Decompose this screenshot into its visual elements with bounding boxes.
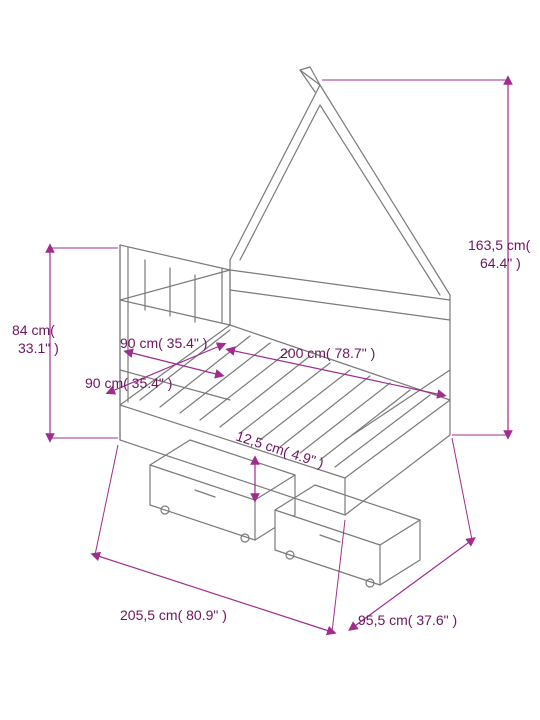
dim-inner-width-2-label: 90 cm( 35.4" )	[85, 375, 172, 391]
dim-drawer-height-label: 12,5 cm( 4.9" )	[234, 428, 326, 471]
dim-outer-width-label: 205,5 cm( 80.9" )	[120, 607, 227, 623]
dim-roof-height-cm: 163,5 cm(	[468, 237, 531, 253]
dim-height-left-cm: 84 cm(	[12, 322, 55, 338]
dim-height-left-in: 33.1" )	[18, 340, 59, 356]
dim-inner-width-1-label: 90 cm( 35.4" )	[120, 335, 207, 351]
dimension-diagram: 84 cm( 33.1" ) 163,5 cm( 64.4" ) 90 cm( …	[0, 0, 540, 720]
dim-height-left: 84 cm( 33.1" )	[12, 248, 118, 438]
dim-depth-label: 95,5 cm( 37.6" )	[358, 612, 457, 628]
dim-roof-height-in: 64.4" )	[480, 255, 521, 271]
dim-inner-length: 200 cm( 78.7" )	[230, 345, 442, 395]
dim-inner-length-label: 200 cm( 78.7" )	[280, 345, 375, 361]
dim-depth: 95,5 cm( 37.6" )	[352, 438, 472, 628]
bed-frame-drawing	[120, 67, 450, 587]
